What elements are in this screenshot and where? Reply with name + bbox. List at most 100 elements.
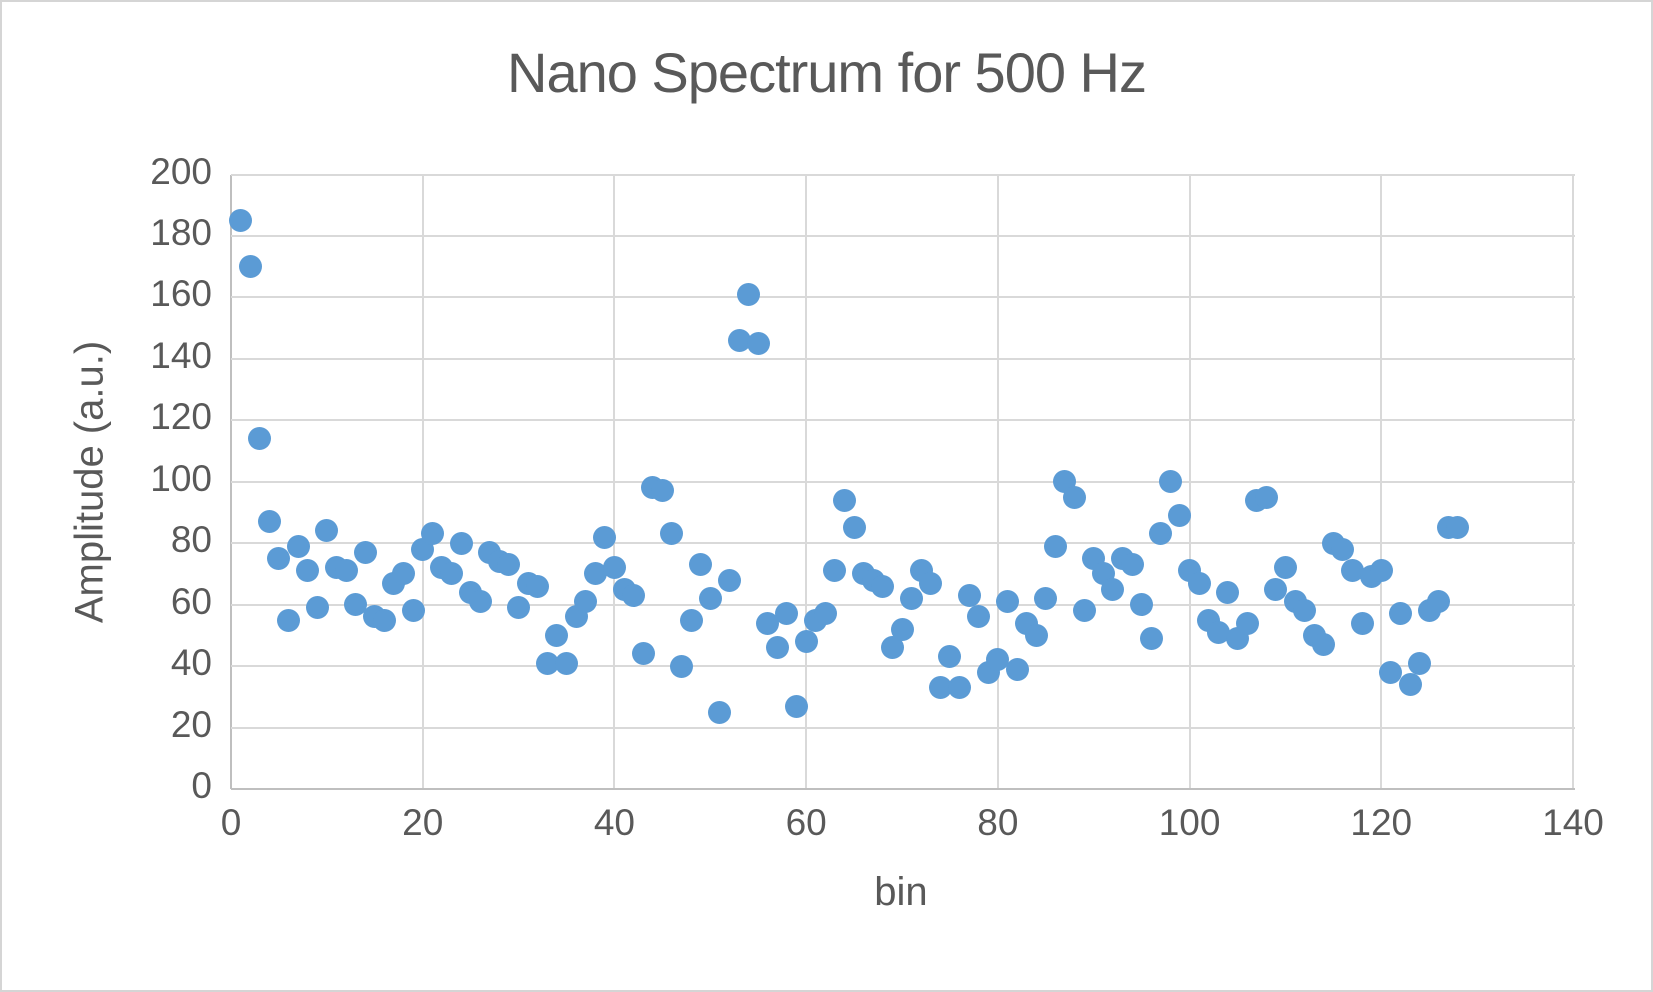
x-tick-label: 140 xyxy=(1542,802,1604,843)
data-point xyxy=(650,479,674,503)
y-tick-label: 180 xyxy=(150,211,212,253)
horizontal-gridline xyxy=(231,419,1575,422)
data-point xyxy=(593,525,617,549)
data-point xyxy=(1398,673,1422,697)
data-point xyxy=(555,651,578,675)
data-point xyxy=(545,623,569,647)
data-point xyxy=(794,630,818,654)
data-point xyxy=(286,534,310,558)
data-point xyxy=(267,547,291,571)
data-point xyxy=(344,593,368,617)
data-point xyxy=(449,531,473,555)
data-point xyxy=(296,559,320,583)
data-point xyxy=(1235,611,1259,635)
horizontal-gridline xyxy=(231,234,1575,237)
data-point xyxy=(823,559,847,583)
data-point xyxy=(1043,534,1067,558)
data-point xyxy=(727,328,751,352)
data-point xyxy=(277,608,300,632)
data-point xyxy=(1063,485,1087,509)
x-axis-line xyxy=(231,788,1575,790)
data-point xyxy=(660,522,684,546)
data-point xyxy=(401,599,425,623)
data-point xyxy=(248,427,272,451)
data-point xyxy=(1130,593,1154,617)
data-point xyxy=(583,562,607,586)
y-tick-label: 160 xyxy=(150,273,212,315)
data-point xyxy=(631,642,655,666)
horizontal-gridline xyxy=(231,173,1575,176)
horizontal-gridline xyxy=(231,542,1575,545)
data-point xyxy=(420,522,444,546)
data-point xyxy=(1273,556,1297,580)
data-point xyxy=(1024,623,1048,647)
data-point xyxy=(1168,504,1192,528)
data-point xyxy=(1341,559,1365,583)
data-point xyxy=(1254,485,1278,509)
data-point xyxy=(986,648,1010,672)
data-point xyxy=(880,636,904,660)
data-point xyxy=(737,282,761,306)
data-point xyxy=(372,608,396,632)
data-point xyxy=(1388,602,1412,626)
data-point xyxy=(938,645,962,669)
data-point xyxy=(1187,571,1211,595)
y-tick-label: 40 xyxy=(170,642,212,684)
data-point xyxy=(1072,599,1096,623)
data-point xyxy=(689,553,713,577)
data-point xyxy=(1350,611,1374,635)
data-point xyxy=(679,608,703,632)
horizontal-gridline xyxy=(231,296,1575,299)
x-tick-label: 60 xyxy=(785,802,827,843)
data-point xyxy=(315,519,339,543)
y-tick-label: 200 xyxy=(150,150,212,192)
data-point xyxy=(507,596,531,620)
data-point xyxy=(1158,470,1182,494)
y-tick-label: 140 xyxy=(150,334,212,376)
x-tick-label: 120 xyxy=(1350,802,1413,843)
y-tick-label: 60 xyxy=(170,580,212,622)
data-point xyxy=(535,651,559,675)
data-point xyxy=(756,611,780,635)
data-point xyxy=(622,583,646,607)
data-point xyxy=(574,590,598,614)
data-point xyxy=(334,559,358,583)
horizontal-gridline xyxy=(231,665,1575,668)
data-point xyxy=(497,553,521,577)
y-tick-label: 80 xyxy=(170,519,212,561)
data-point xyxy=(832,488,856,512)
data-point xyxy=(439,562,463,586)
data-point xyxy=(1312,633,1336,657)
data-point xyxy=(468,590,492,614)
data-point xyxy=(229,209,253,233)
data-point xyxy=(1293,599,1317,623)
data-point xyxy=(526,574,550,598)
data-point xyxy=(708,700,732,724)
x-tick-label: 40 xyxy=(593,802,635,843)
data-point xyxy=(1101,577,1125,601)
data-point xyxy=(1206,620,1230,644)
data-point xyxy=(353,540,377,564)
data-point xyxy=(948,676,971,700)
data-point xyxy=(305,596,329,620)
y-tick-label: 100 xyxy=(150,457,212,499)
data-point xyxy=(1379,660,1403,684)
data-point xyxy=(890,617,914,641)
y-tick-label: 20 xyxy=(170,703,212,745)
horizontal-gridline xyxy=(231,480,1575,483)
data-point xyxy=(1149,522,1173,546)
data-point xyxy=(670,654,694,678)
data-point xyxy=(698,587,722,610)
data-point xyxy=(1216,580,1240,604)
data-point xyxy=(765,636,789,660)
data-point xyxy=(1408,651,1432,675)
data-point xyxy=(257,510,281,534)
data-point xyxy=(1264,577,1288,601)
y-tick-label: 0 xyxy=(191,765,212,806)
data-point xyxy=(238,255,262,279)
data-point xyxy=(957,583,981,607)
data-point xyxy=(392,562,416,586)
data-point xyxy=(919,571,943,595)
data-point xyxy=(1034,587,1058,610)
